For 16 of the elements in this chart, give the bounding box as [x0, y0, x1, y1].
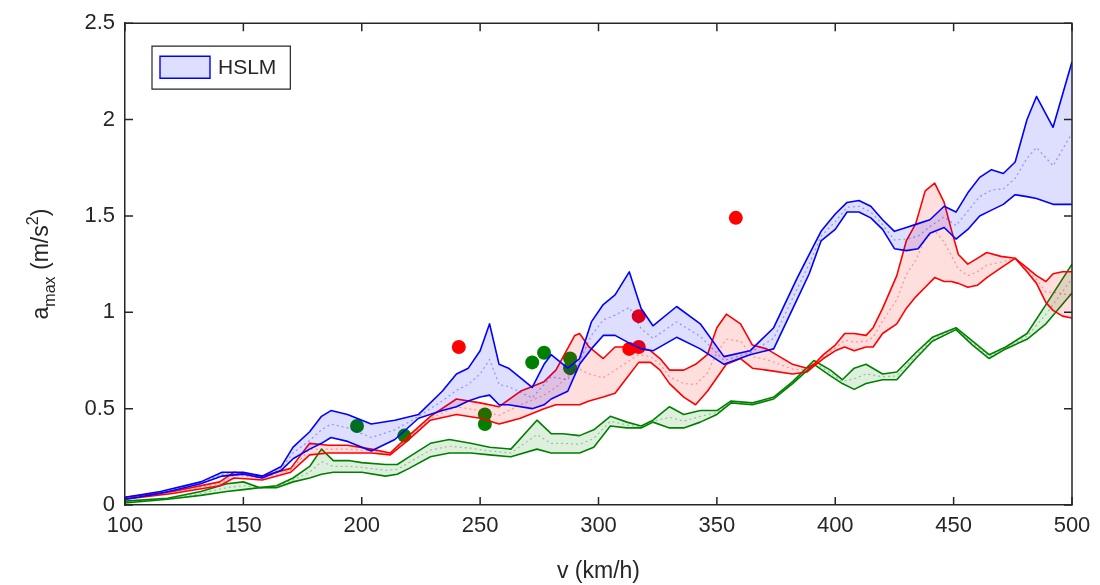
y-tick-label: 1.5 — [84, 201, 115, 227]
x-axis-title: v (km/h) — [556, 557, 641, 584]
y-axis-title: amax (m/s2) — [22, 208, 59, 320]
x-tick-label: 450 — [935, 512, 972, 538]
x-tick-label: 300 — [580, 512, 617, 538]
y-tick-label: 2.5 — [84, 9, 115, 35]
y-tick-label: 2 — [102, 105, 115, 131]
x-tick-label: 350 — [698, 512, 736, 538]
x-tick-label: 200 — [343, 512, 381, 538]
legend-label: HSLM — [218, 55, 277, 78]
x-tick-label: 150 — [225, 512, 262, 538]
y-tick-label: 1 — [102, 298, 115, 324]
x-tick-label: 400 — [816, 512, 854, 538]
y-tick-label: 0.5 — [84, 394, 115, 420]
x-tick-label: 250 — [461, 512, 499, 538]
x-tick-label: 500 — [1053, 512, 1091, 538]
